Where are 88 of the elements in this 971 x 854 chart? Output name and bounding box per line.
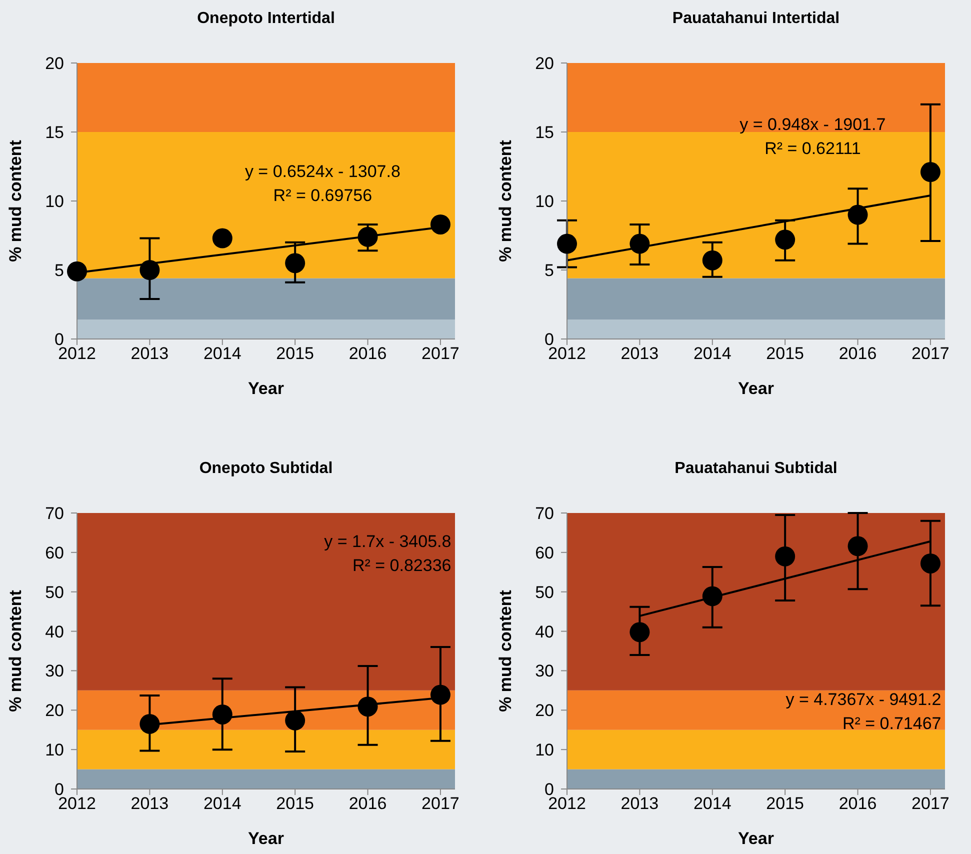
point xyxy=(848,536,868,556)
point xyxy=(67,261,87,282)
x-tick-label: 2013 xyxy=(620,794,659,814)
point xyxy=(630,622,650,642)
x-tick-label: 2012 xyxy=(58,344,96,364)
y-tick-label: 5 xyxy=(544,261,554,280)
point xyxy=(285,253,306,274)
y-tick-label: 70 xyxy=(45,504,64,524)
annotation: R² = 0.69756 xyxy=(273,186,372,206)
y-tick-label: 5 xyxy=(54,261,64,280)
x-axis-title: Year xyxy=(738,829,774,848)
y-tick-label: 50 xyxy=(535,582,554,602)
y-axis-title: % mud content xyxy=(6,140,26,262)
annotation: y = 0.948x - 1901.7 xyxy=(740,115,886,136)
x-tick-label: 2015 xyxy=(766,794,804,814)
y-tick-label: 70 xyxy=(535,504,554,524)
point xyxy=(848,204,868,225)
y-tick-label: 40 xyxy=(45,622,64,642)
y-axis-title: % mud content xyxy=(6,590,26,712)
x-tick-label: 2014 xyxy=(203,794,242,814)
x-tick-label: 2016 xyxy=(348,344,387,364)
chart-title: Onepoto Intertidal xyxy=(196,10,336,28)
y-tick-label: 60 xyxy=(45,543,64,562)
annotation: R² = 0.71467 xyxy=(842,714,942,734)
annotation: y = 0.6524x - 1307.8 xyxy=(244,162,400,182)
x-tick-label: 2015 xyxy=(276,344,314,364)
x-tick-label: 2017 xyxy=(912,794,950,814)
y-tick-label: 50 xyxy=(45,582,64,602)
y-tick-label: 15 xyxy=(535,123,554,142)
point xyxy=(212,704,232,724)
x-tick-label: 2017 xyxy=(422,794,460,814)
point xyxy=(702,586,722,606)
y-tick-label: 20 xyxy=(45,54,64,74)
x-tick-label: 2012 xyxy=(58,794,96,814)
x-tick-label: 2017 xyxy=(912,344,950,364)
point xyxy=(212,228,232,248)
point xyxy=(920,553,940,574)
x-tick-label: 2014 xyxy=(693,344,732,364)
x-tick-label: 2016 xyxy=(348,794,387,814)
x-axis-title: Year xyxy=(738,379,774,398)
x-tick-label: 2012 xyxy=(548,794,586,814)
point xyxy=(630,234,650,254)
annotation: R² = 0.62111 xyxy=(764,139,861,160)
x-tick-label: 2016 xyxy=(838,794,877,814)
y-tick-label: 30 xyxy=(535,662,554,681)
y-tick-label: 15 xyxy=(45,123,64,142)
chart-title: Pauatahanui Subtidal xyxy=(674,460,838,478)
point xyxy=(775,230,796,250)
point xyxy=(557,234,577,254)
annotation: R² = 0.82336 xyxy=(352,556,452,576)
y-tick-label: 10 xyxy=(535,192,554,212)
point xyxy=(358,696,378,717)
x-axis-title: Year xyxy=(248,829,284,848)
point xyxy=(702,250,722,270)
y-tick-label: 20 xyxy=(45,701,64,720)
point xyxy=(285,710,306,730)
y-tick-label: 40 xyxy=(535,622,554,642)
x-tick-label: 2014 xyxy=(203,344,242,364)
x-tick-label: 2013 xyxy=(130,344,169,364)
x-tick-label: 2016 xyxy=(838,344,877,364)
y-tick-label: 60 xyxy=(535,543,554,562)
y-tick-label: 10 xyxy=(45,192,64,212)
chart-title: Pauatahanui Intertidal xyxy=(671,10,841,28)
annotation: y = 1.7x - 3405.8 xyxy=(324,532,452,552)
x-axis-title: Year xyxy=(248,379,284,398)
point xyxy=(920,162,940,182)
annotation: y = 4.7367x - 9491.2 xyxy=(786,690,942,710)
x-tick-label: 2014 xyxy=(693,794,732,814)
x-tick-label: 2015 xyxy=(766,344,804,364)
y-tick-label: 20 xyxy=(535,701,554,720)
y-tick-label: 10 xyxy=(45,740,64,760)
x-tick-label: 2013 xyxy=(620,344,659,364)
x-tick-label: 2012 xyxy=(548,344,586,364)
y-axis-title: % mud content xyxy=(496,140,516,262)
y-tick-label: 10 xyxy=(535,740,554,760)
x-tick-label: 2015 xyxy=(276,794,314,814)
y-tick-label: 20 xyxy=(535,54,554,74)
point xyxy=(430,684,450,705)
point xyxy=(140,714,160,734)
y-tick-label: 30 xyxy=(45,662,64,681)
y-axis-title: % mud content xyxy=(496,590,516,712)
point xyxy=(358,226,378,247)
x-tick-label: 2013 xyxy=(130,794,169,814)
point xyxy=(140,260,160,280)
x-tick-label: 2017 xyxy=(422,344,460,364)
chart-title: Onepoto Subtidal xyxy=(198,460,334,478)
point xyxy=(430,214,450,234)
point xyxy=(775,546,796,566)
